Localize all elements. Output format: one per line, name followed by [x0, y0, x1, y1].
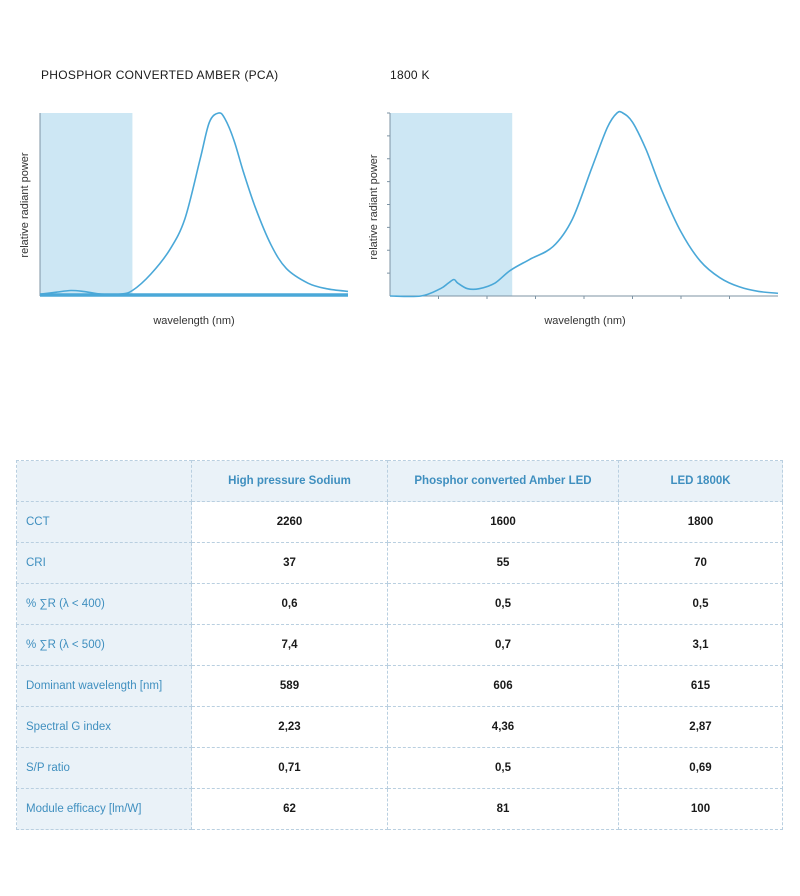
y-axis-label: relative radiant power	[19, 152, 31, 258]
table-cell: 100	[618, 788, 783, 830]
comparison-table: High pressure Sodium Phosphor converted …	[16, 460, 783, 830]
table-cell: 3,1	[618, 624, 783, 666]
table-cell: 62	[191, 788, 388, 830]
table-row: Spectral G index 2,23 4,36 2,87	[16, 706, 783, 748]
table-row: % ∑R (λ < 400) 0,6 0,5 0,5	[16, 583, 783, 625]
table-cell: 0,5	[387, 747, 619, 789]
table-cell: 0,5	[387, 583, 619, 625]
row-label: Module efficacy [lm/W]	[16, 788, 192, 830]
table-cell: 2,23	[191, 706, 388, 748]
table-cell: 1600	[387, 501, 619, 543]
table-row: Module efficacy [lm/W] 62 81 100	[16, 788, 783, 830]
x-axis-label: wavelength (nm)	[543, 315, 625, 327]
spectrum-chart-1800k: relative radiant power wavelength (nm)	[368, 110, 779, 327]
spectrum-curve	[39, 112, 349, 296]
table-cell: 606	[387, 665, 619, 707]
row-label: % ∑R (λ < 500)	[16, 624, 192, 666]
row-label: Dominant wavelength [nm]	[16, 665, 192, 707]
row-label: % ∑R (λ < 400)	[16, 583, 192, 625]
table-cell: 37	[191, 542, 388, 584]
column-header: Phosphor converted Amber LED	[387, 460, 619, 502]
table-corner-cell	[16, 460, 192, 502]
table-cell: 4,36	[387, 706, 619, 748]
column-header: LED 1800K	[618, 460, 783, 502]
table-cell: 0,7	[387, 624, 619, 666]
table-cell: 70	[618, 542, 783, 584]
table-row: CRI 37 55 70	[16, 542, 783, 584]
y-axis-label: relative radiant power	[368, 154, 380, 260]
table-cell: 55	[387, 542, 619, 584]
spectrum-chart-pca: relative radiant power wavelength (nm)	[19, 112, 349, 327]
table-cell: 615	[618, 665, 783, 707]
table-cell: 589	[191, 665, 388, 707]
spectrum-curve	[389, 110, 779, 298]
table-row: Dominant wavelength [nm] 589 606 615	[16, 665, 783, 707]
table-header-row: High pressure Sodium Phosphor converted …	[16, 460, 783, 502]
table-cell: 81	[387, 788, 619, 830]
table-cell: 2260	[191, 501, 388, 543]
x-axis-label: wavelength (nm)	[152, 315, 234, 327]
row-label: Spectral G index	[16, 706, 192, 748]
chart-title-1800k: 1800 K	[390, 68, 430, 82]
table-cell: 2,87	[618, 706, 783, 748]
shaded-region	[40, 113, 133, 296]
table-row: S/P ratio 0,71 0,5 0,69	[16, 747, 783, 789]
column-header: High pressure Sodium	[191, 460, 388, 502]
table-cell: 0,71	[191, 747, 388, 789]
row-label: S/P ratio	[16, 747, 192, 789]
table-cell: 0,6	[191, 583, 388, 625]
row-label: CRI	[16, 542, 192, 584]
table-cell: 0,69	[618, 747, 783, 789]
table-row: % ∑R (λ < 500) 7,4 0,7 3,1	[16, 624, 783, 666]
row-label: CCT	[16, 501, 192, 543]
shaded-region	[390, 113, 513, 296]
table-cell: 1800	[618, 501, 783, 543]
table-row: CCT 2260 1600 1800	[16, 501, 783, 543]
chart-title-pca: PHOSPHOR CONVERTED AMBER (PCA)	[41, 68, 279, 82]
table-cell: 0,5	[618, 583, 783, 625]
table-cell: 7,4	[191, 624, 388, 666]
